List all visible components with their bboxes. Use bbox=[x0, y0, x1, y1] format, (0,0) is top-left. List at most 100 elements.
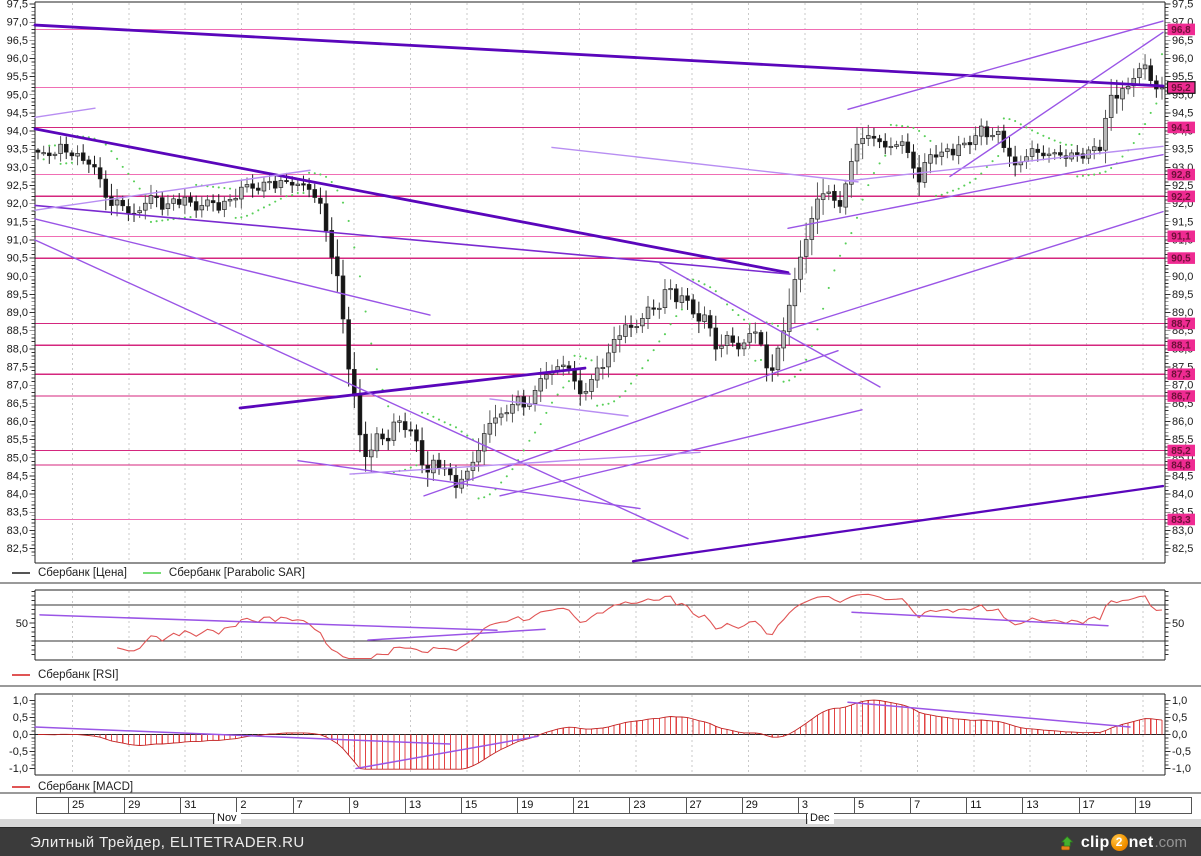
svg-text:85,5: 85,5 bbox=[7, 434, 28, 446]
svg-text:84,8: 84,8 bbox=[1171, 460, 1191, 471]
svg-text:-1,0: -1,0 bbox=[9, 763, 28, 775]
svg-text:94,0: 94,0 bbox=[7, 126, 28, 138]
legend-label-price: Сбербанк [Цена] bbox=[38, 566, 127, 579]
svg-text:91,1: 91,1 bbox=[1171, 232, 1191, 243]
panel-separator bbox=[0, 582, 1201, 584]
svg-text:88,5: 88,5 bbox=[7, 325, 28, 337]
vertical-gridlines bbox=[72, 3, 1144, 562]
svg-text:91,0: 91,0 bbox=[7, 234, 28, 246]
date-cell: 29 bbox=[742, 798, 799, 813]
date-cell: 27 bbox=[686, 798, 743, 813]
date-cell-row: 25 29 31 2 7 9 13 15 19 21 23 27 29 3 5 7 11 13 17 19 bbox=[36, 797, 1192, 814]
svg-text:0,0: 0,0 bbox=[13, 729, 28, 741]
legend-label-macd: Сбербанк [MACD] bbox=[38, 780, 134, 793]
date-cell bbox=[36, 798, 69, 813]
svg-text:88,0: 88,0 bbox=[7, 343, 28, 355]
date-cell: 13 bbox=[405, 798, 462, 813]
svg-text:-1,0: -1,0 bbox=[1172, 763, 1191, 775]
svg-text:96,5: 96,5 bbox=[1172, 35, 1193, 47]
month-tick bbox=[213, 814, 214, 824]
month-row: Nov Dec bbox=[0, 812, 1201, 826]
svg-text:90,0: 90,0 bbox=[7, 271, 28, 283]
svg-text:83,3: 83,3 bbox=[1171, 515, 1191, 526]
svg-text:89,5: 89,5 bbox=[1172, 289, 1193, 301]
price-level-badges: 96,8 95,2 94,1 92,8 92,2 91,1 90,5 88,7 88,1 87,3… bbox=[1166, 23, 1196, 526]
site-watermark: Элитный Трейдер, ELITETRADER.RU bbox=[30, 834, 305, 851]
svg-text:86,7: 86,7 bbox=[1171, 391, 1191, 402]
panel-separator bbox=[0, 685, 1201, 687]
svg-text:96,8: 96,8 bbox=[1171, 25, 1191, 36]
svg-text:92,0: 92,0 bbox=[7, 198, 28, 210]
svg-text:85,5: 85,5 bbox=[1172, 434, 1193, 446]
svg-text:93,5: 93,5 bbox=[1172, 144, 1193, 156]
date-cell: 19 bbox=[518, 798, 575, 813]
svg-text:86,5: 86,5 bbox=[7, 398, 28, 410]
date-cell: 13 bbox=[1023, 798, 1080, 813]
date-cell: 9 bbox=[349, 798, 406, 813]
logo-two-badge: 2 bbox=[1110, 834, 1128, 851]
svg-text:97,0: 97,0 bbox=[7, 17, 28, 29]
legend-label-rsi: Сбербанк [RSI] bbox=[38, 668, 119, 681]
legend-item-price: Сбербанк [Цена] bbox=[12, 567, 127, 579]
resistance-support-levels bbox=[35, 28, 1165, 521]
rsi-reference-lines bbox=[35, 604, 1165, 642]
rsi-trendlines bbox=[39, 611, 1109, 641]
month-tick bbox=[806, 814, 807, 824]
rsi-indicator-chart: 50 50 bbox=[16, 589, 1184, 661]
svg-text:86,0: 86,0 bbox=[7, 416, 28, 428]
macd-series-swatch bbox=[12, 785, 30, 788]
svg-text:93,0: 93,0 bbox=[7, 162, 28, 174]
macd-indicator-chart: 1,0 1,0 0,5 0,5 0,0 0,0 -0,5 -0,5 -1,0 -1,0 bbox=[9, 693, 1191, 776]
svg-text:84,5: 84,5 bbox=[1172, 470, 1193, 482]
svg-text:0,5: 0,5 bbox=[1172, 712, 1187, 724]
clip2net-logo[interactable]: clip 2 net .com bbox=[1060, 834, 1187, 852]
svg-text:96,5: 96,5 bbox=[7, 35, 28, 47]
svg-text:92,5: 92,5 bbox=[1172, 180, 1193, 192]
svg-text:84,0: 84,0 bbox=[1172, 489, 1193, 501]
rsi-series-swatch bbox=[12, 673, 30, 676]
svg-text:90,0: 90,0 bbox=[1172, 271, 1193, 283]
panel-separator bbox=[0, 792, 1201, 794]
date-cell: 11 bbox=[967, 798, 1024, 813]
plot-frame bbox=[34, 1, 1166, 564]
rsi-line bbox=[116, 593, 1163, 660]
date-cell: 5 bbox=[854, 798, 912, 813]
date-cell: 3 bbox=[798, 798, 855, 813]
date-cell: 7 bbox=[911, 798, 968, 813]
svg-text:90,5: 90,5 bbox=[1171, 254, 1191, 265]
parabolic-sar-dots bbox=[42, 53, 1164, 500]
macd-trendlines bbox=[34, 701, 1131, 770]
svg-text:89,0: 89,0 bbox=[1172, 307, 1193, 319]
legend-label-psar: Сбербанк [Parabolic SAR] bbox=[168, 566, 305, 579]
rsi-axis-ticks bbox=[29, 591, 1171, 655]
rsi-legend: Сбербанк [RSI] bbox=[0, 667, 118, 682]
macd-envelope-line bbox=[38, 699, 1163, 770]
svg-text:95,2: 95,2 bbox=[1171, 83, 1191, 94]
svg-text:91,5: 91,5 bbox=[1172, 216, 1193, 228]
svg-text:92,5: 92,5 bbox=[7, 180, 28, 192]
macd-axis-ticks bbox=[29, 700, 1171, 769]
svg-text:84,5: 84,5 bbox=[7, 470, 28, 482]
svg-text:84,0: 84,0 bbox=[7, 489, 28, 501]
date-cell: 17 bbox=[1079, 798, 1136, 813]
legend-item-psar: Сбербанк [Parabolic SAR] bbox=[142, 566, 305, 579]
svg-text:95,5: 95,5 bbox=[7, 71, 28, 83]
legend-item-rsi: Сбербанк [RSI] bbox=[12, 669, 118, 681]
logo-clip: clip bbox=[1080, 833, 1110, 851]
svg-text:95,5: 95,5 bbox=[1172, 71, 1193, 83]
date-cell: 25 bbox=[69, 798, 126, 813]
svg-text:88,1: 88,1 bbox=[1171, 341, 1191, 352]
rsi-gridlines bbox=[72, 591, 1144, 659]
svg-text:85,2: 85,2 bbox=[1171, 446, 1191, 457]
svg-text:96,0: 96,0 bbox=[1172, 53, 1193, 65]
svg-text:94,1: 94,1 bbox=[1171, 123, 1191, 134]
svg-text:82,5: 82,5 bbox=[1172, 543, 1193, 555]
date-cell: 15 bbox=[461, 798, 519, 813]
svg-text:-0,5: -0,5 bbox=[1172, 746, 1191, 758]
svg-text:85,0: 85,0 bbox=[7, 452, 28, 464]
legend-item-macd: Сбербанк [MACD] bbox=[12, 781, 133, 793]
svg-text:89,0: 89,0 bbox=[7, 307, 28, 319]
svg-text:87,5: 87,5 bbox=[7, 362, 28, 374]
svg-text:91,5: 91,5 bbox=[7, 216, 28, 228]
